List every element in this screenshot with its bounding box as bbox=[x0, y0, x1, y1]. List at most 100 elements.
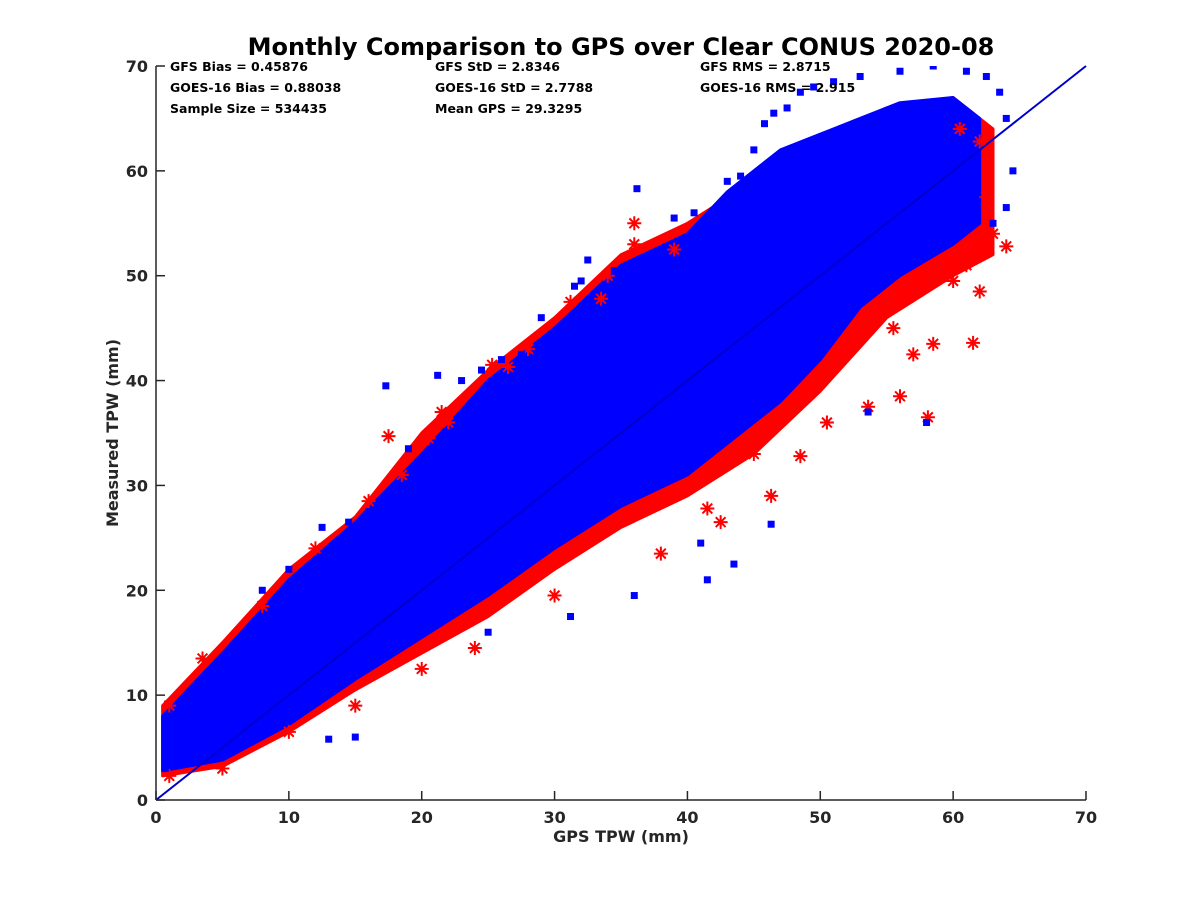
gfs-point bbox=[972, 134, 987, 149]
goes-16-point bbox=[325, 735, 333, 743]
gfs-point bbox=[946, 273, 961, 288]
goes-16-point bbox=[630, 592, 638, 600]
goes-16-point bbox=[864, 408, 872, 416]
goes-16-point bbox=[161, 765, 169, 773]
x-tick-label: 40 bbox=[676, 808, 698, 827]
gfs-point bbox=[667, 242, 682, 257]
gfs-point bbox=[966, 335, 981, 350]
gfs-point bbox=[920, 410, 935, 425]
goes-16-point bbox=[258, 586, 266, 594]
goes-16-point bbox=[717, 219, 725, 227]
x-ticks: 0 10 20 30 40 50 60 70 bbox=[150, 791, 1097, 827]
gfs-point bbox=[952, 121, 967, 136]
goes-16-point bbox=[484, 628, 492, 636]
reference-line-1to1 bbox=[155, 65, 1087, 801]
gfs-point bbox=[594, 291, 609, 306]
goes-16-point bbox=[567, 613, 575, 620]
goes-16-point bbox=[830, 78, 838, 86]
plot-area bbox=[155, 65, 1087, 801]
axes: 0 10 20 30 40 50 60 70 0 10 20 30 40 50 60 70 bbox=[126, 57, 1097, 827]
gfs-point bbox=[215, 761, 230, 776]
goes-16-point bbox=[232, 649, 240, 657]
gfs-point bbox=[441, 415, 456, 430]
stat-gfs-rms: GFS RMS = 2.8715 bbox=[700, 59, 831, 74]
stat-mean-gps: Mean GPS = 29.3295 bbox=[435, 101, 582, 116]
goes-16-point bbox=[165, 712, 173, 720]
goes-16-point bbox=[1002, 204, 1010, 212]
stat-sample-size: Sample Size = 534435 bbox=[170, 101, 327, 116]
goes-16-point bbox=[610, 266, 618, 274]
goes-16-point bbox=[382, 382, 390, 390]
goes-16-point bbox=[571, 282, 578, 290]
gfs-point bbox=[348, 698, 363, 713]
gfs-point bbox=[281, 724, 296, 739]
goes-16-point bbox=[478, 366, 485, 374]
goes-16-point bbox=[723, 177, 731, 185]
stat-goes16-rms: GOES-16 RMS = 2.915 bbox=[700, 80, 855, 95]
goes-16-point bbox=[750, 146, 758, 154]
goes-16-point bbox=[365, 508, 373, 516]
gfs-point bbox=[485, 357, 500, 372]
x-tick-label: 50 bbox=[809, 808, 831, 827]
gfs-point bbox=[979, 190, 994, 205]
goes-16-point bbox=[996, 88, 1004, 96]
y-tick-label: 20 bbox=[126, 581, 148, 600]
gfs-point bbox=[627, 216, 642, 231]
chart-title: Monthly Comparison to GPS over Clear CON… bbox=[248, 33, 995, 61]
x-tick-label: 60 bbox=[942, 808, 964, 827]
goes-16-point bbox=[1002, 114, 1010, 122]
gfs-point bbox=[764, 488, 779, 503]
goes-16-point bbox=[856, 72, 864, 80]
x-tick-label: 30 bbox=[543, 808, 565, 827]
stat-goes16-bias: GOES-16 Bias = 0.88038 bbox=[170, 80, 341, 95]
goes-16-point bbox=[517, 350, 525, 358]
goes-16-point bbox=[730, 560, 738, 568]
goes-16-point bbox=[962, 67, 970, 75]
gfs-point bbox=[886, 321, 901, 336]
gfs-point bbox=[467, 640, 482, 655]
x-tick-label: 20 bbox=[411, 808, 433, 827]
goes-16-point bbox=[896, 67, 904, 75]
gfs-point bbox=[195, 651, 210, 666]
gfs-point bbox=[381, 429, 396, 444]
goes-16-point bbox=[318, 523, 326, 531]
goes-16-point bbox=[760, 120, 768, 128]
gfs-point bbox=[434, 405, 449, 420]
goes-16-point bbox=[697, 539, 705, 547]
goes-16-point bbox=[434, 371, 442, 379]
gfs-point bbox=[986, 226, 1000, 241]
goes-16-point bbox=[577, 277, 585, 285]
goes-16-point bbox=[923, 419, 931, 427]
goes-16-point bbox=[537, 314, 545, 322]
y-tick-label: 50 bbox=[126, 267, 148, 286]
goes-16-point bbox=[703, 576, 711, 584]
goes-16-point bbox=[404, 445, 412, 453]
gfs-point bbox=[414, 661, 429, 676]
stat-goes16-std: GOES-16 StD = 2.7788 bbox=[435, 80, 593, 95]
goes-16-point bbox=[989, 219, 997, 227]
goes-16-point bbox=[767, 520, 775, 528]
gfs-point bbox=[563, 294, 578, 309]
y-tick-label: 10 bbox=[126, 686, 148, 705]
gfs-point bbox=[501, 359, 516, 374]
gfs-point bbox=[361, 494, 376, 509]
y-tick-label: 30 bbox=[126, 476, 148, 495]
gfs-point bbox=[959, 258, 974, 273]
goes-16-point-cloud bbox=[161, 96, 982, 773]
gfs-point bbox=[653, 546, 668, 561]
goes-16-point bbox=[633, 185, 641, 193]
goes-16-point bbox=[497, 356, 505, 364]
gfs-point bbox=[861, 399, 876, 414]
x-tick-label: 70 bbox=[1075, 808, 1097, 827]
goes-16-point bbox=[345, 518, 353, 526]
gfs-point bbox=[521, 342, 535, 357]
gfs-point bbox=[713, 515, 728, 530]
goes-16-point bbox=[1009, 167, 1017, 175]
gfs-point bbox=[819, 415, 834, 430]
goes-16-point bbox=[982, 72, 990, 80]
stat-gfs-bias: GFS Bias = 0.45876 bbox=[170, 59, 308, 74]
goes-16-point bbox=[929, 66, 937, 70]
gfs-point bbox=[893, 389, 907, 404]
series-envelopes bbox=[161, 96, 995, 778]
